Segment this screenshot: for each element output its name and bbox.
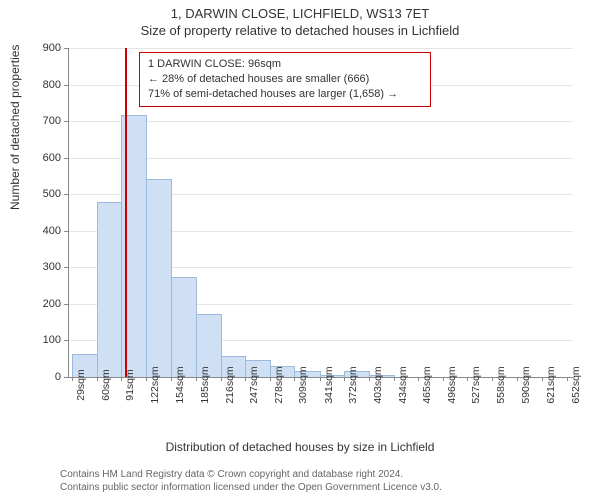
ytick-mark: [64, 304, 68, 305]
title-sub: Size of property relative to detached ho…: [0, 21, 600, 38]
legend-line: 71% of semi-detached houses are larger (…: [148, 87, 422, 102]
xtick-mark: [97, 377, 98, 381]
xtick-label: 29sqm: [75, 369, 87, 401]
xtick-mark: [270, 377, 271, 381]
xtick-mark: [344, 377, 345, 381]
xtick-label: 496sqm: [446, 366, 458, 403]
xtick-mark: [517, 377, 518, 381]
ytick-label: 0: [55, 371, 61, 383]
xtick-label: 278sqm: [273, 366, 285, 403]
xtick-mark: [320, 377, 321, 381]
footer-line2: Contains public sector information licen…: [60, 482, 442, 495]
ytick-mark: [64, 231, 68, 232]
ytick-label: 800: [43, 79, 61, 91]
xtick-label: 309sqm: [297, 366, 309, 403]
y-axis-label: Number of detached properties: [8, 45, 22, 210]
xtick-mark: [121, 377, 122, 381]
gridline: [69, 48, 573, 49]
legend-line: ← 28% of detached houses are smaller (66…: [148, 72, 422, 87]
xtick-label: 558sqm: [495, 366, 507, 403]
xtick-label: 403sqm: [372, 366, 384, 403]
xtick-label: 434sqm: [397, 366, 409, 403]
xtick-mark: [394, 377, 395, 381]
ytick-label: 400: [43, 225, 61, 237]
xtick-label: 216sqm: [224, 366, 236, 403]
xtick-label: 527sqm: [470, 366, 482, 403]
xtick-label: 122sqm: [149, 366, 161, 403]
ytick-mark: [64, 377, 68, 378]
ytick-mark: [64, 194, 68, 195]
xtick-label: 652sqm: [570, 366, 582, 403]
xtick-mark: [294, 377, 295, 381]
xtick-label: 465sqm: [421, 366, 433, 403]
xtick-label: 60sqm: [100, 369, 112, 401]
histogram-bar: [146, 179, 172, 377]
xtick-mark: [369, 377, 370, 381]
xtick-label: 247sqm: [248, 366, 260, 403]
xtick-mark: [443, 377, 444, 381]
ytick-mark: [64, 85, 68, 86]
ytick-label: 300: [43, 261, 61, 273]
ytick-mark: [64, 48, 68, 49]
xtick-label: 154sqm: [174, 366, 186, 403]
ytick-label: 900: [43, 42, 61, 54]
reference-line: [125, 48, 127, 377]
xtick-label: 621sqm: [545, 366, 557, 403]
xtick-mark: [418, 377, 419, 381]
ytick-label: 100: [43, 334, 61, 346]
xtick-mark: [245, 377, 246, 381]
title-main: 1, DARWIN CLOSE, LICHFIELD, WS13 7ET: [0, 0, 600, 21]
xtick-label: 185sqm: [199, 366, 211, 403]
xtick-label: 590sqm: [520, 366, 532, 403]
legend-line: 1 DARWIN CLOSE: 96sqm: [148, 57, 422, 72]
xtick-mark: [146, 377, 147, 381]
ytick-label: 600: [43, 152, 61, 164]
xtick-mark: [467, 377, 468, 381]
ytick-mark: [64, 267, 68, 268]
footer-line1: Contains HM Land Registry data © Crown c…: [60, 469, 442, 482]
legend-box: 1 DARWIN CLOSE: 96sqm← 28% of detached h…: [139, 52, 431, 107]
plot-area: 010020030040050060070080090029sqm60sqm91…: [68, 48, 573, 378]
xtick-mark: [567, 377, 568, 381]
ytick-mark: [64, 340, 68, 341]
xtick-mark: [542, 377, 543, 381]
x-axis-label: Distribution of detached houses by size …: [0, 440, 600, 454]
histogram-bar: [97, 202, 123, 377]
xtick-label: 372sqm: [347, 366, 359, 403]
footer-attribution: Contains HM Land Registry data © Crown c…: [60, 469, 442, 494]
ytick-label: 500: [43, 188, 61, 200]
chart-container: 1, DARWIN CLOSE, LICHFIELD, WS13 7ET Siz…: [0, 0, 600, 500]
histogram-bar: [171, 277, 197, 377]
xtick-mark: [221, 377, 222, 381]
xtick-mark: [171, 377, 172, 381]
xtick-mark: [196, 377, 197, 381]
ytick-label: 200: [43, 298, 61, 310]
xtick-mark: [492, 377, 493, 381]
ytick-label: 700: [43, 115, 61, 127]
ytick-mark: [64, 121, 68, 122]
xtick-label: 341sqm: [323, 366, 335, 403]
xtick-mark: [72, 377, 73, 381]
ytick-mark: [64, 158, 68, 159]
